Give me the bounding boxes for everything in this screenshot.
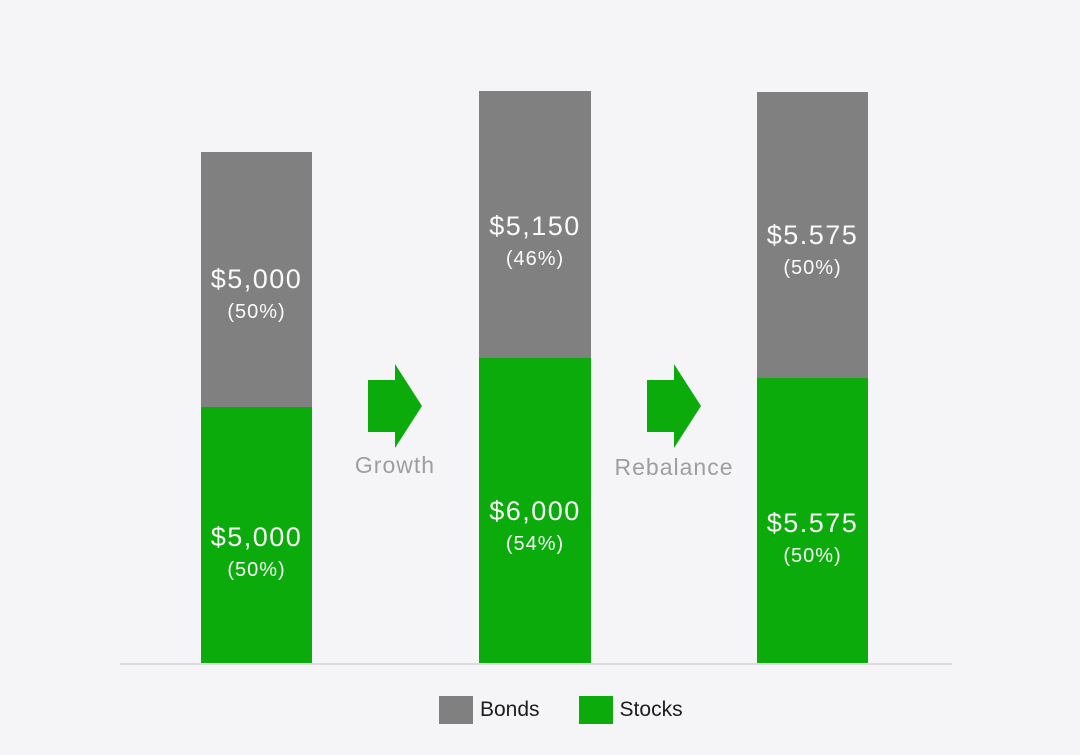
bonds-swatch-icon (439, 696, 473, 724)
arrow-right-icon (368, 364, 422, 448)
bar2-stocks-percent: (54%) (505, 533, 565, 555)
arrow-right-icon (647, 364, 701, 448)
legend-label-bonds: Bonds (480, 698, 540, 721)
bar2-bonds-percent: (46%) (505, 248, 565, 270)
bar3-stocks-percent: (50%) (783, 545, 842, 567)
bar3-stocks-segment (757, 378, 868, 663)
bar3-stocks-value: $5.575 (766, 508, 859, 538)
bar3-bonds-label: $5.575 (50%) (757, 220, 868, 280)
bar3-bonds-segment (757, 92, 868, 378)
bar2-stocks-value: $6,000 (489, 496, 581, 526)
baseline-axis (120, 663, 952, 665)
bar3-bonds-percent: (50%) (783, 257, 842, 279)
bar1-bonds-value: $5,000 (210, 264, 303, 294)
bar1-stocks-value: $5,000 (210, 522, 303, 552)
stocks-swatch-icon (578, 696, 613, 724)
bar2-bonds-segment (479, 91, 591, 358)
bar1-stocks-label: $5,000 (50%) (201, 522, 312, 582)
bar1-bonds-label: $5,000 (50%) (201, 264, 312, 324)
legend: Bonds Stocks (439, 696, 683, 724)
bar2-bonds-label: $5,150 (46%) (479, 211, 591, 271)
bar2-bonds-value: $5,150 (489, 211, 581, 241)
bar1-bonds-segment (201, 152, 312, 407)
bar1-stocks-percent: (50%) (227, 559, 286, 581)
bar2-stocks-label: $6,000 (54%) (479, 496, 591, 556)
bar3-stocks-label: $5.575 (50%) (757, 508, 868, 568)
legend-label-stocks: Stocks (619, 698, 683, 721)
bar1-stocks-segment (201, 407, 312, 663)
rebalance-transition-label: Rebalance (614, 454, 734, 480)
legend-item-stocks: Stocks (578, 696, 683, 724)
bar3-bonds-value: $5.575 (766, 220, 859, 250)
growth-transition-label: Growth (354, 452, 436, 478)
legend-item-bonds: Bonds (439, 696, 540, 724)
bar2-stocks-segment (479, 358, 591, 663)
bar1-bonds-percent: (50%) (227, 301, 286, 323)
